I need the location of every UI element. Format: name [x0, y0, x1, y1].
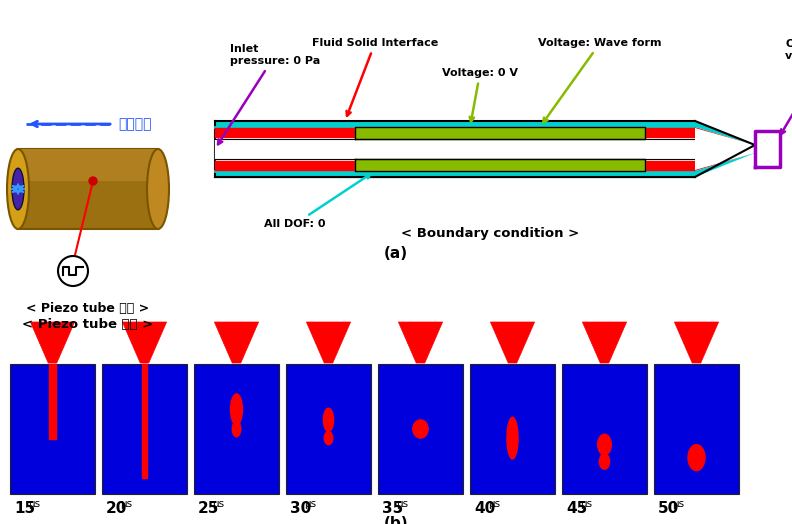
- Text: < Piezo tube 변형 >: < Piezo tube 변형 >: [22, 318, 154, 331]
- Ellipse shape: [600, 454, 610, 470]
- Text: 40: 40: [474, 501, 495, 516]
- Polygon shape: [695, 153, 755, 171]
- Polygon shape: [286, 364, 371, 494]
- Polygon shape: [562, 364, 647, 494]
- Ellipse shape: [413, 420, 428, 438]
- Ellipse shape: [507, 417, 518, 459]
- Polygon shape: [10, 364, 95, 494]
- Text: 30: 30: [290, 501, 311, 516]
- Text: < Piezo tube 변형 >: < Piezo tube 변형 >: [26, 302, 150, 315]
- Polygon shape: [490, 322, 535, 363]
- Text: μs: μs: [672, 499, 684, 509]
- Text: μs: μs: [120, 499, 132, 509]
- Text: 45: 45: [566, 501, 587, 516]
- Polygon shape: [18, 149, 158, 229]
- Text: Voltage: Wave form: Voltage: Wave form: [539, 38, 662, 123]
- Text: μs: μs: [397, 499, 409, 509]
- Text: μs: μs: [304, 499, 317, 509]
- Text: Outlet
velocity: 0 m/s: Outlet velocity: 0 m/s: [781, 39, 792, 134]
- Polygon shape: [307, 322, 351, 363]
- Circle shape: [89, 177, 97, 185]
- Ellipse shape: [688, 444, 705, 471]
- Ellipse shape: [598, 434, 611, 455]
- Text: μs: μs: [581, 499, 592, 509]
- Polygon shape: [695, 127, 755, 145]
- Polygon shape: [695, 153, 755, 177]
- Text: (b): (b): [383, 516, 409, 524]
- Ellipse shape: [12, 168, 24, 210]
- Polygon shape: [695, 121, 755, 145]
- Polygon shape: [123, 322, 166, 363]
- Text: 20: 20: [106, 501, 128, 516]
- Ellipse shape: [324, 432, 333, 444]
- Polygon shape: [582, 322, 626, 363]
- Ellipse shape: [230, 394, 242, 425]
- Polygon shape: [654, 364, 739, 494]
- Polygon shape: [470, 364, 555, 494]
- Polygon shape: [30, 322, 74, 363]
- Polygon shape: [48, 364, 56, 440]
- Ellipse shape: [147, 149, 169, 229]
- Polygon shape: [675, 322, 718, 363]
- Ellipse shape: [232, 421, 241, 437]
- Text: Voltage: 0 V: Voltage: 0 V: [442, 68, 518, 122]
- Text: (a): (a): [384, 246, 408, 261]
- Text: Fluid Solid Interface: Fluid Solid Interface: [312, 38, 438, 116]
- Text: 15: 15: [14, 501, 35, 516]
- Ellipse shape: [323, 408, 333, 432]
- Text: 25: 25: [198, 501, 219, 516]
- Text: μs: μs: [489, 499, 501, 509]
- Polygon shape: [194, 364, 279, 494]
- Circle shape: [58, 256, 88, 286]
- Text: 50: 50: [658, 501, 680, 516]
- Polygon shape: [378, 364, 463, 494]
- Text: Inlet
pressure: 0 Pa: Inlet pressure: 0 Pa: [218, 45, 320, 144]
- Polygon shape: [695, 121, 755, 177]
- Text: All DOF: 0: All DOF: 0: [265, 174, 371, 229]
- Text: μs: μs: [212, 499, 224, 509]
- Text: 35: 35: [382, 501, 403, 516]
- Polygon shape: [102, 364, 187, 494]
- Polygon shape: [18, 149, 158, 181]
- Text: < Boundary condition >: < Boundary condition >: [401, 227, 579, 241]
- Polygon shape: [215, 322, 259, 363]
- Ellipse shape: [7, 149, 29, 229]
- Polygon shape: [398, 322, 443, 363]
- Text: 변형방향: 변형방향: [118, 117, 151, 131]
- Text: μs: μs: [29, 499, 40, 509]
- Polygon shape: [142, 364, 147, 478]
